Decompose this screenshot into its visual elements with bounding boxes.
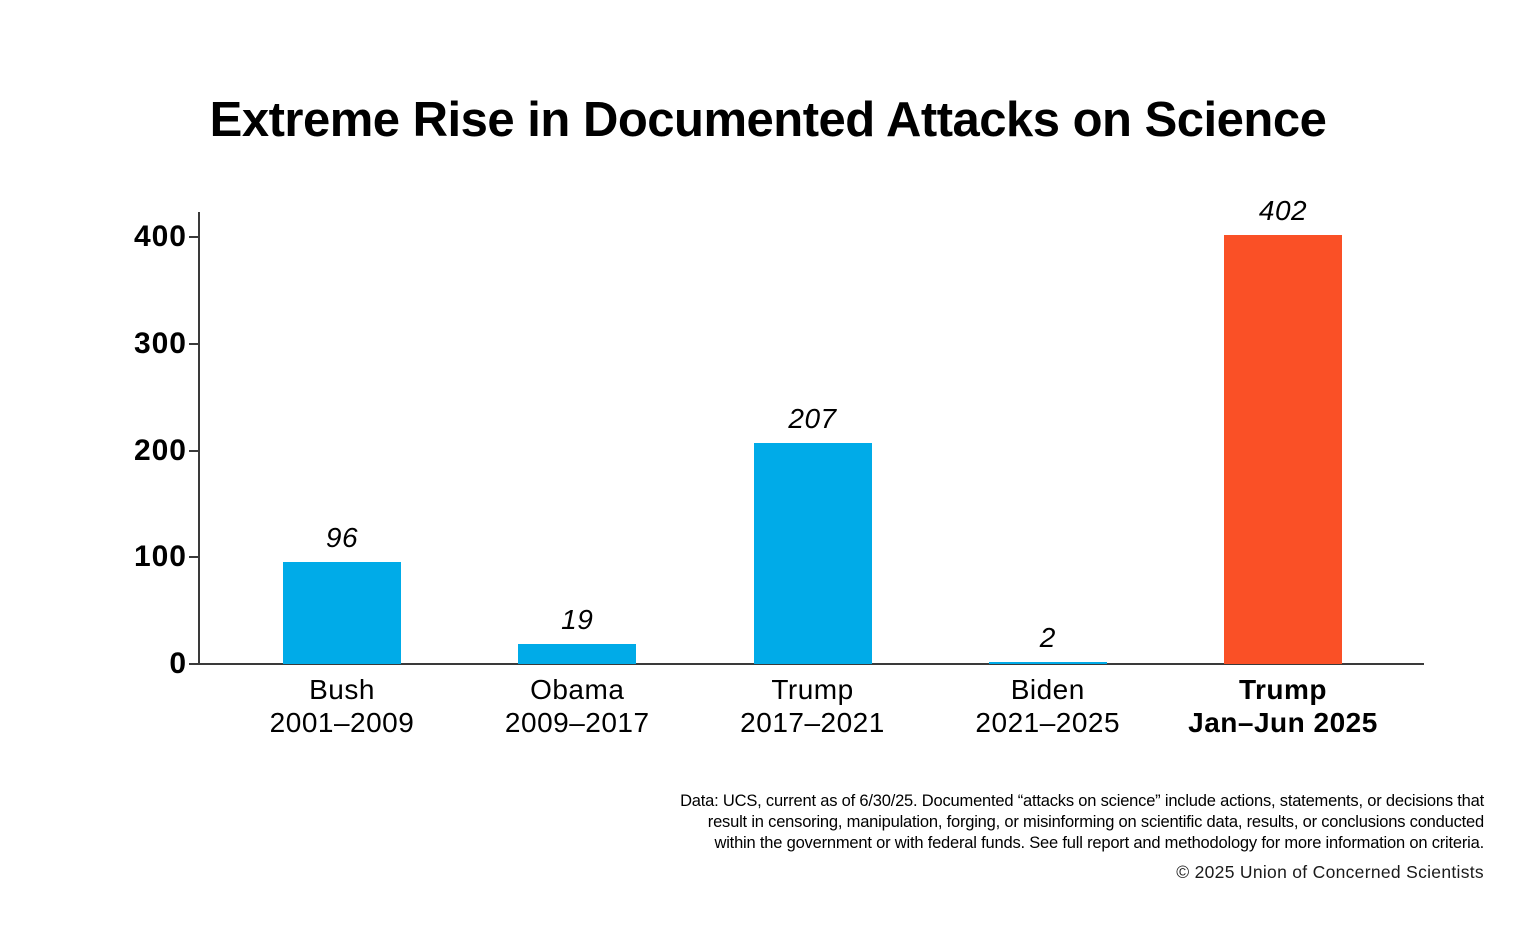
category-years: 2021–2025 [975, 707, 1121, 738]
y-tick-mark [189, 236, 199, 238]
bar-trump-5 [1224, 235, 1342, 664]
category-name: Trump [1238, 674, 1328, 705]
note-line: within the government or with federal fu… [714, 834, 1485, 852]
y-axis-line [198, 212, 200, 664]
category-name: Biden [1010, 674, 1085, 705]
y-tick-mark [189, 663, 199, 665]
y-tick-label: 200 [133, 433, 187, 467]
category-years: 2017–2021 [740, 707, 885, 738]
note-line: result in censoring, manipulation, forgi… [707, 813, 1484, 831]
bar-bush-1 [283, 562, 401, 664]
chart-title: Extreme Rise in Documented Attacks on Sc… [209, 93, 1327, 147]
x-axis-category-label: Trump 2017–2021 [693, 673, 933, 739]
bar-value-label: 2 [1039, 622, 1056, 653]
x-axis-category-label: Biden 2021–2025 [928, 673, 1168, 739]
bar-trump-3 [753, 443, 872, 664]
y-tick-label: 400 [133, 220, 187, 253]
y-tick-label: 0 [169, 647, 187, 680]
category-name: Bush [309, 674, 375, 705]
bar-value-label: 402 [1258, 195, 1308, 226]
y-tick-mark [189, 556, 199, 559]
y-tick-mark [189, 449, 199, 452]
bar-biden-4 [988, 662, 1107, 664]
x-axis-category-label: Bush 2001–2009 [222, 673, 462, 739]
category-name: Trump [771, 674, 854, 705]
y-tick-mark [189, 342, 199, 345]
y-tick-label: 100 [133, 540, 187, 574]
copyright-notice: © 2025 Union of Concerned Scientists [1176, 862, 1484, 882]
bar-obama-2 [518, 644, 637, 664]
y-tick-label: 300 [133, 326, 187, 360]
bar-value-label: 207 [788, 403, 837, 434]
category-years: 2001–2009 [269, 707, 415, 738]
x-axis-line [198, 663, 1424, 665]
bar-value-label: 19 [561, 604, 594, 635]
x-axis-category-label: Obama 2009–2017 [457, 673, 697, 739]
category-years: 2009–2017 [504, 707, 650, 738]
data-source-note: Data: UCS, current as of 6/30/25. Docume… [484, 791, 1484, 854]
bar-value-label: 96 [325, 522, 359, 553]
note-line: Data: UCS, current as of 6/30/25. Docume… [680, 792, 1484, 810]
category-name: Obama [530, 674, 625, 705]
category-years: Jan–Jun 2025 [1188, 707, 1378, 738]
x-axis-category-label: Trump Jan–Jun 2025 [1163, 673, 1403, 739]
